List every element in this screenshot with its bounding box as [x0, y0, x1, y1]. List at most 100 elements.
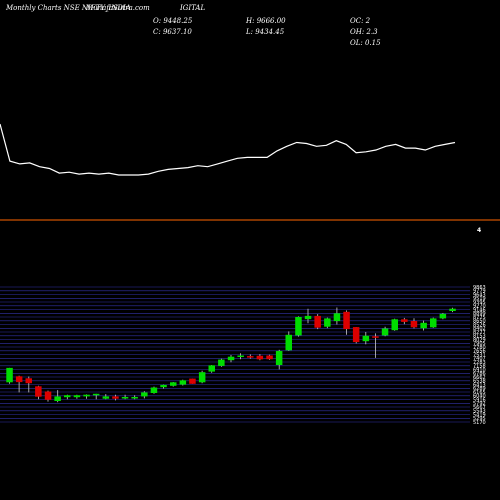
- candle-up: [170, 382, 177, 386]
- y-tick-label: 8650: [473, 319, 486, 325]
- open-value: O: 9448.25: [153, 17, 193, 25]
- y-tick-label: 6413: [473, 382, 486, 388]
- candle-up: [150, 387, 158, 393]
- y-tick-label: 6786: [473, 371, 486, 377]
- low-value: L: 9434.45: [245, 28, 285, 36]
- candle-down: [15, 376, 23, 383]
- y-tick-label: 8153: [473, 334, 486, 340]
- y-tick-label: 5792: [473, 401, 486, 407]
- candle-down: [25, 378, 32, 384]
- y-tick-label: 6538: [473, 379, 486, 385]
- candle-up: [54, 396, 61, 401]
- y-tick-label: 7905: [473, 341, 486, 347]
- high-value: H: 9666.00: [245, 17, 286, 25]
- candle-down: [314, 315, 321, 328]
- close-value: C: 9637.10: [153, 28, 192, 36]
- candle-up: [208, 365, 215, 372]
- candle-up: [227, 356, 235, 361]
- y-tick-label: 5543: [473, 409, 486, 415]
- chart-title: Monthly Charts NSE NIFTY_INDIA: [5, 4, 131, 12]
- candle-up: [237, 355, 244, 357]
- y-tick-label: 6910: [473, 367, 486, 373]
- y-tick-label: 8402: [473, 326, 486, 332]
- candle-up: [285, 334, 292, 351]
- y-tick-label: 7531: [473, 352, 486, 358]
- candle-up: [121, 397, 129, 399]
- y-tick-label: 8899: [473, 311, 486, 317]
- candle-down: [189, 378, 196, 384]
- chart-title-suffix: IGITAL: [179, 4, 205, 12]
- y-tick-label: 9643: [473, 292, 486, 298]
- candle-down: [112, 396, 119, 399]
- oh-value: OH: 2.3: [350, 28, 378, 36]
- candle-up: [391, 319, 398, 331]
- y-tick-label: 8526: [473, 322, 486, 328]
- candle-up: [131, 397, 138, 399]
- y-tick-label: 8775: [473, 315, 486, 321]
- candle-down: [266, 355, 273, 360]
- y-tick-label: 7158: [473, 364, 486, 370]
- candle-up: [275, 350, 283, 365]
- y-tick-label: 5170: [473, 420, 486, 426]
- candle-up: [449, 308, 456, 311]
- candle-down: [35, 386, 42, 397]
- candle-up: [92, 393, 100, 396]
- y-tick-label: 9146: [473, 307, 486, 313]
- oc-value: OC: 2: [350, 17, 371, 25]
- candle-up: [430, 318, 437, 328]
- y-tick-label: 5667: [473, 405, 486, 411]
- candle-up: [304, 315, 312, 320]
- y-tick-label: 7656: [473, 349, 486, 355]
- y-tick-label: 5419: [473, 412, 486, 418]
- candle-down: [256, 355, 264, 360]
- candle-up: [295, 317, 302, 336]
- candle-down: [352, 327, 360, 343]
- candle-up: [160, 384, 167, 388]
- candle-up: [198, 372, 206, 383]
- candle-up: [6, 367, 13, 383]
- y-tick-label: 6662: [473, 375, 486, 381]
- price-line: [0, 123, 456, 176]
- candle-up: [141, 392, 148, 397]
- y-tick-label: 9863: [473, 285, 486, 291]
- candle-up: [381, 328, 389, 336]
- y-tick-label: 7283: [473, 360, 486, 366]
- candlesticks: [6, 307, 456, 403]
- candle-up: [73, 395, 81, 398]
- y-tick-label: 9779: [473, 289, 486, 295]
- candle-down: [410, 321, 418, 328]
- candle-up: [362, 335, 370, 342]
- y-axis-ticks: 9863977996439519939592709146889987758650…: [473, 285, 486, 426]
- y-tick-label: 8277: [473, 330, 486, 336]
- candle-up: [420, 322, 427, 329]
- candle-down: [372, 336, 379, 338]
- candle-down: [44, 391, 52, 400]
- ol-value: OL: 0.15: [350, 39, 381, 47]
- y-tick-label: 7780: [473, 345, 486, 351]
- candle-down: [401, 319, 408, 322]
- candle-up: [333, 313, 341, 322]
- candle-up: [179, 380, 187, 385]
- y-tick-label: 6040: [473, 394, 486, 400]
- y-tick-label: 8029: [473, 337, 486, 343]
- y-tick-label: 9395: [473, 300, 486, 306]
- y-tick-label: 6165: [473, 390, 486, 396]
- candle-up: [324, 318, 331, 327]
- y-tick-label: 5295: [473, 416, 486, 422]
- y-tick-label: 9270: [473, 304, 486, 310]
- y-tick-label: 6289: [473, 386, 486, 392]
- candle-up: [64, 395, 71, 398]
- candle-down: [247, 356, 254, 358]
- candle-down: [343, 311, 350, 330]
- candle-up: [102, 396, 110, 399]
- right-marker: 4: [477, 227, 481, 234]
- y-tick-label: 7407: [473, 356, 486, 362]
- gridlines: [0, 286, 470, 423]
- y-tick-label: 5916: [473, 397, 486, 403]
- watermark: MunafaSutra.com: [85, 4, 150, 12]
- candle-up: [439, 313, 447, 319]
- candle-up: [218, 359, 225, 366]
- candle-up: [83, 394, 90, 397]
